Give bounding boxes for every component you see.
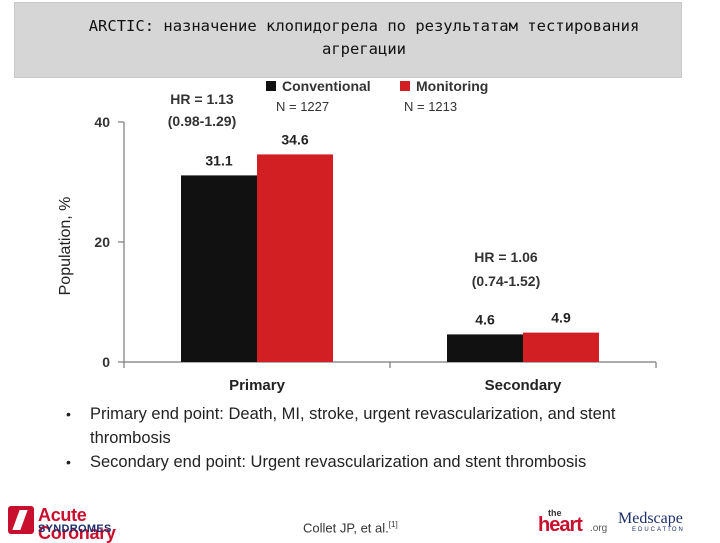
y-tick-label: 0 — [102, 354, 110, 370]
chart-bars — [181, 154, 599, 362]
heart-logo-org: .org — [590, 523, 608, 534]
heart-logo-the: the — [548, 508, 562, 518]
medscape-logo-sub: EDUCATION — [632, 527, 685, 533]
hr-ci-primary: (0.98-1.29) — [168, 113, 236, 129]
bar-monitoring-primary — [257, 154, 333, 362]
bar-conventional-primary — [181, 175, 257, 362]
bar-conventional-secondary — [447, 334, 523, 362]
data-label: 31.1 — [205, 152, 232, 168]
legend-label-conventional: Conventional — [282, 78, 371, 94]
medscape-logo-name: Medscape — [618, 510, 683, 527]
chart-axes: 0 20 40 Population, % Primary Secondary — [57, 114, 657, 394]
y-tick-label: 40 — [94, 114, 110, 130]
hr-label-secondary: HR = 1.06 — [474, 249, 538, 265]
y-axis-title: Population, % — [57, 197, 74, 296]
chart-labels: 31.1 34.6 4.6 4.9 — [205, 131, 571, 327]
heart-logo-main: heart — [538, 514, 583, 536]
x-tick-label: Primary — [229, 377, 286, 394]
hr-ci-secondary: (0.74-1.52) — [472, 273, 540, 289]
bullet-text: Secondary end point: Urgent revasculariz… — [90, 453, 587, 471]
bar-monitoring-secondary — [523, 332, 599, 362]
acs-badge-icon — [8, 506, 34, 534]
acute-coronary-syndromes-logo: Acute Coronary SYNDROMES — [8, 506, 168, 542]
data-label: 4.9 — [551, 310, 571, 326]
bullet-primary-endpoint: • Primary end point: Death, MI, stroke, … — [66, 402, 666, 450]
bullet-text: Primary end point: Death, MI, stroke, ur… — [90, 405, 616, 447]
data-label: 34.6 — [281, 131, 308, 147]
legend-label-monitoring: Monitoring — [416, 78, 488, 94]
bullet-dot-icon: • — [66, 454, 71, 470]
citation-text: Collet JP, et al. — [303, 520, 389, 536]
endpoint-list: • Primary end point: Death, MI, stroke, … — [66, 402, 666, 474]
data-label: 4.6 — [475, 311, 495, 327]
chart-legend: Conventional N = 1227 Monitoring N = 1213 — [266, 78, 488, 114]
y-tick-label: 20 — [94, 234, 110, 250]
footer: Acute Coronary SYNDROMES Collet JP, et a… — [0, 500, 720, 542]
bullet-dot-icon: • — [66, 406, 71, 422]
chart-annotations: HR = 1.13 (0.98-1.29) HR = 1.06 (0.74-1.52) — [168, 91, 540, 289]
hr-label-primary: HR = 1.13 — [170, 91, 234, 107]
legend-n-conventional: N = 1227 — [276, 99, 329, 114]
acs-logo-line2: SYNDROMES — [38, 523, 112, 535]
bullet-secondary-endpoint: • Secondary end point: Urgent revascular… — [66, 450, 666, 474]
bar-chart: 0 20 40 Population, % Primary Secondary 31.1 3… — [57, 78, 657, 394]
title-band: ARCTIC: назначение клопидогрела по резул… — [14, 2, 682, 78]
medscape-logo: Medscape EDUCATION — [618, 510, 698, 536]
citation-ref: [1] — [388, 520, 398, 529]
legend-swatch-monitoring — [400, 81, 410, 91]
acs-logo-line1: Acute Coronary — [38, 505, 116, 543]
legend-swatch-conventional — [266, 81, 276, 91]
legend-n-monitoring: N = 1213 — [404, 99, 457, 114]
x-tick-label: Secondary — [485, 377, 562, 394]
citation: Collet JP, et al.[1] — [303, 520, 398, 535]
theheart-logo: the heart .org — [536, 508, 608, 536]
slide-title: ARCTIC: назначение клопидогрела по резул… — [88, 17, 640, 58]
